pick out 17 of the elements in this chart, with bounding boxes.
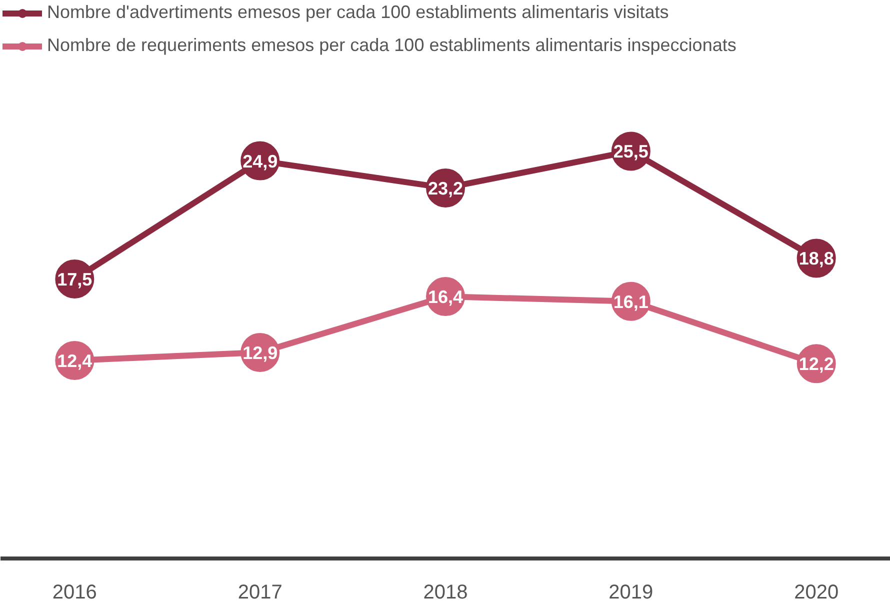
x-tick-label: 2019 <box>608 582 654 601</box>
data-label: 18,8 <box>798 248 834 269</box>
x-tick-label: 2017 <box>238 582 282 601</box>
data-label: 24,9 <box>242 151 278 172</box>
legend-label: Nombre de requeriments emesos per cada 100 establiments alimentaris inspeccionats <box>47 35 736 56</box>
legend-label: Nombre d'advertiments emesos per cada 100 establiments alimentaris visitats <box>47 2 669 23</box>
x-tick-label: 2020 <box>794 582 839 601</box>
data-label: 25,5 <box>613 142 648 162</box>
data-label: 17,5 <box>57 269 92 290</box>
x-tick-label: 2016 <box>52 582 97 601</box>
x-tick-label: 2018 <box>423 582 468 601</box>
data-label: 12,4 <box>57 350 92 371</box>
data-label: 12,2 <box>798 354 834 374</box>
data-label: 16,1 <box>613 292 648 312</box>
data-label: 16,4 <box>428 287 464 308</box>
data-label: 12,9 <box>242 342 278 363</box>
data-label: 23,2 <box>428 178 464 198</box>
